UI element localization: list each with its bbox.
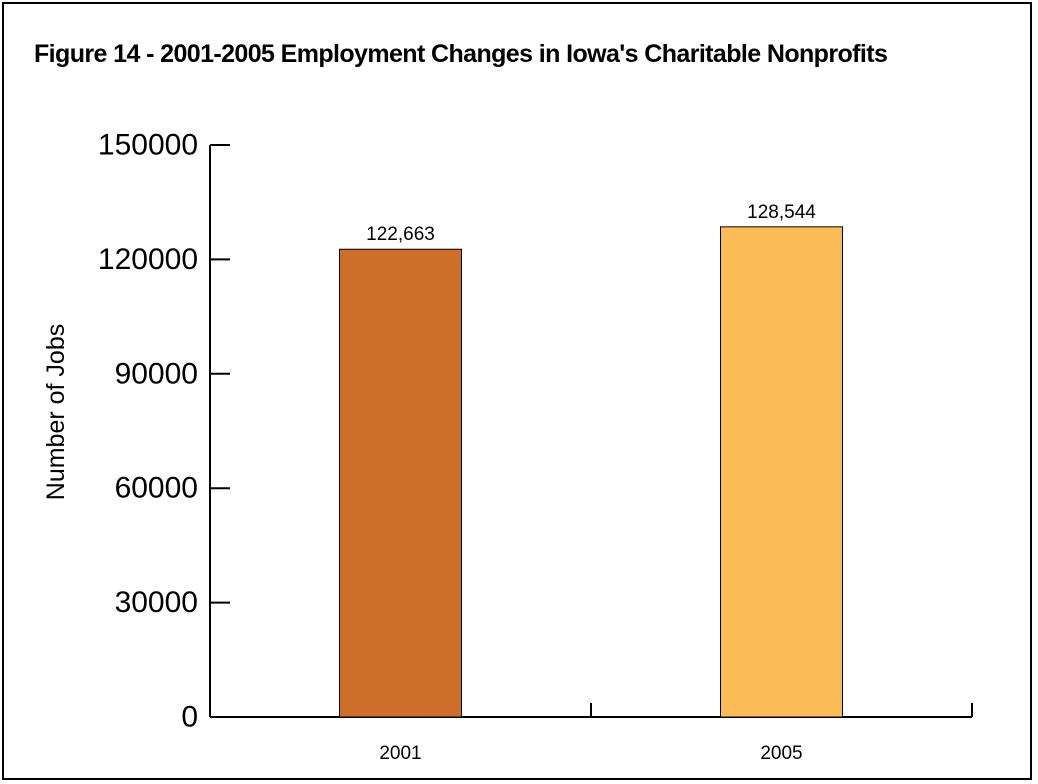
bar-2005 [720,226,843,718]
data-label-2001: 122,663 [366,224,435,245]
chart-title: Figure 14 - 2001-2005 Employment Changes… [34,40,888,68]
data-labels: 122,663 128,544 [366,202,816,245]
y-tick-label: 0 [181,701,198,734]
y-tick-label: 120000 [98,243,198,276]
x-tick-label-2005: 2005 [760,743,802,764]
y-axis-label: Number of Jobs [42,324,70,500]
x-tick-label-2001: 2001 [379,743,421,764]
y-axis: 0 30000 60000 90000 120000 150000 [98,129,230,734]
y-tick-label: 60000 [115,472,198,505]
y-tick-label: 150000 [98,129,198,162]
bars [339,226,843,718]
bar-2001 [339,248,462,718]
y-tick-label: 90000 [115,357,198,390]
data-label-2005: 128,544 [747,202,816,223]
x-axis: 2001 2005 [210,703,973,764]
y-tick-label: 30000 [115,586,198,619]
